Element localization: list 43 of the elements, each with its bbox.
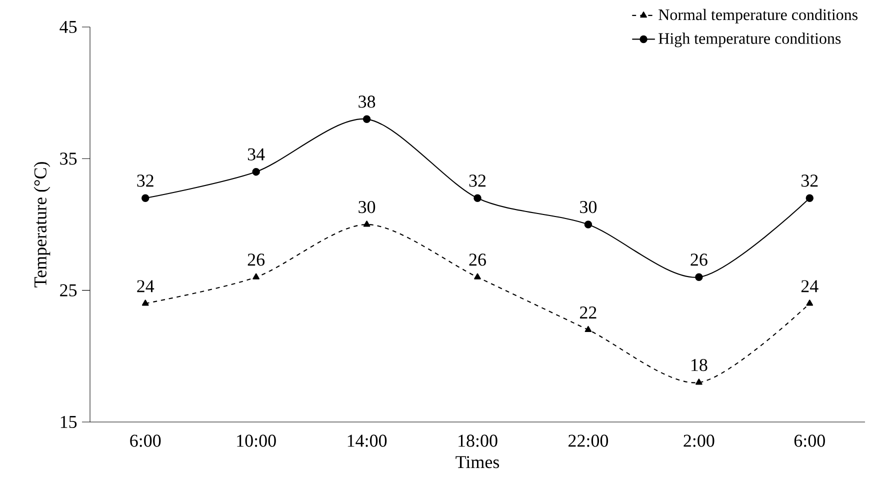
y-axis-title: Temperature (°C) bbox=[34, 162, 50, 288]
point bbox=[252, 168, 260, 176]
data-label: 24 bbox=[137, 280, 154, 292]
y-tick-label: 35 bbox=[60, 152, 77, 165]
data-label: 32 bbox=[469, 174, 486, 187]
point bbox=[806, 300, 814, 306]
data-label: 24 bbox=[801, 280, 818, 292]
point bbox=[474, 194, 482, 202]
x-tick-label: 6:00 bbox=[794, 434, 825, 447]
data-label: 38 bbox=[358, 96, 376, 108]
point bbox=[806, 194, 814, 202]
point bbox=[252, 273, 260, 280]
data-label: 32 bbox=[802, 174, 818, 187]
y-tick-label: 45 bbox=[60, 20, 77, 33]
point bbox=[584, 326, 592, 332]
x-tick-label: 18:00 bbox=[458, 434, 498, 447]
point bbox=[695, 273, 703, 282]
x-tick-label: 6:00 bbox=[130, 434, 161, 447]
data-label: 22 bbox=[580, 306, 596, 318]
point bbox=[362, 115, 371, 124]
point bbox=[474, 273, 481, 280]
point bbox=[142, 300, 149, 306]
legend-label: Normal temperature conditions bbox=[658, 8, 858, 24]
x-tick-label: 10:00 bbox=[237, 434, 276, 447]
data-label: 34 bbox=[248, 148, 265, 160]
data-label: 18 bbox=[692, 358, 708, 372]
y-tick-label: 15 bbox=[60, 416, 77, 428]
x-axis-title: Times bbox=[456, 456, 500, 468]
point bbox=[696, 378, 702, 385]
x-tick-label: 14:00 bbox=[348, 434, 387, 447]
x-tick-label: 22:00 bbox=[568, 434, 608, 447]
point bbox=[141, 194, 150, 202]
data-label: 32 bbox=[137, 174, 154, 187]
y-tick-label: 25 bbox=[60, 284, 77, 296]
data-label: 26 bbox=[248, 254, 265, 266]
data-label: 26 bbox=[469, 254, 486, 266]
x-tick-label: 2:00 bbox=[684, 434, 714, 447]
data-label: 30 bbox=[580, 200, 597, 214]
legend-label: High temperature conditions bbox=[658, 32, 841, 48]
data-label: 30 bbox=[358, 200, 376, 214]
point bbox=[363, 220, 370, 227]
data-label: 26 bbox=[690, 254, 708, 266]
point bbox=[584, 220, 592, 228]
